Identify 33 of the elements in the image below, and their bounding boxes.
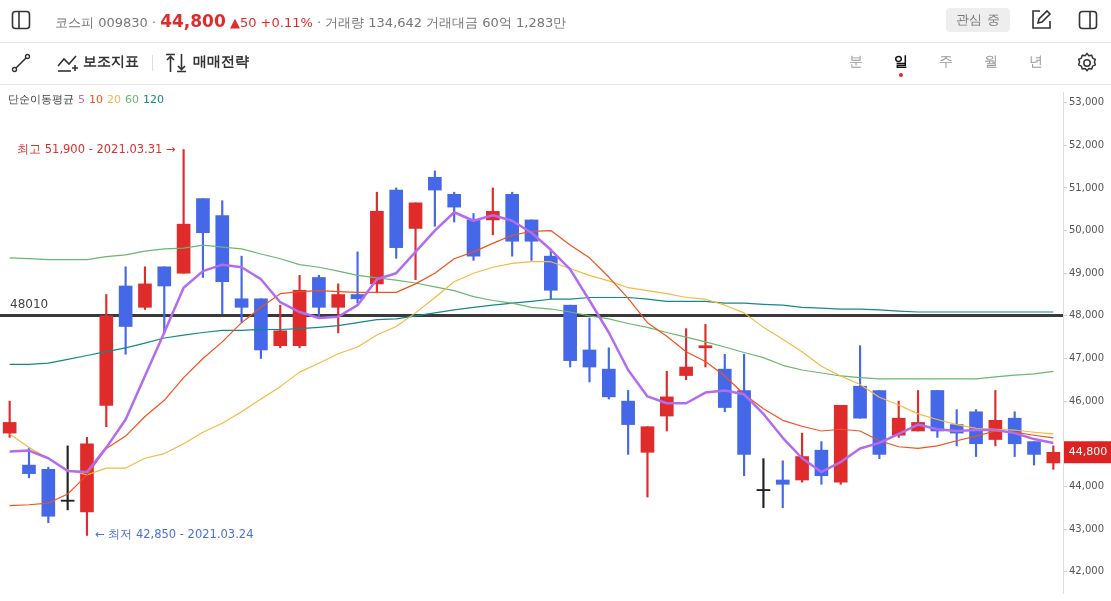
text: 20 xyxy=(107,93,121,106)
text: 년 xyxy=(1029,53,1043,71)
candlestick xyxy=(698,324,713,368)
y-tick-label: 53,000 xyxy=(1069,96,1104,108)
ref-line-label: 48010 xyxy=(10,296,49,311)
annotation: ← 최저 42,850 - 2021.03.24 xyxy=(94,527,254,542)
chart-subtitle: 코스피 009830 · 44,800 ▲50 +0.11% · 거래량 134,642 거래대금 60억 1,283만 xyxy=(55,11,567,32)
text: 일 xyxy=(894,53,908,71)
text: 보조지표 xyxy=(83,53,139,71)
candlestick xyxy=(756,458,771,509)
text: 주 xyxy=(939,53,953,71)
y-tick-label: 43,000 xyxy=(1069,522,1104,534)
y-tick-label: 42,000 xyxy=(1069,565,1104,577)
text: 관심 중 xyxy=(946,8,1010,32)
text: 월 xyxy=(984,53,998,71)
candlestick xyxy=(582,317,597,383)
annotation: 최고 51,900 - 2021.03.31 → xyxy=(17,141,176,156)
y-tick-label: 48,000 xyxy=(1069,309,1104,321)
text: 10 xyxy=(89,93,103,106)
y-tick-label: 51,000 xyxy=(1069,181,1104,193)
text: 44,800 xyxy=(1068,445,1108,459)
text: 5 xyxy=(78,93,85,106)
y-tick-label: 50,000 xyxy=(1069,224,1104,236)
text: 60 xyxy=(125,93,139,106)
text: 120 xyxy=(143,93,164,106)
text: 분 xyxy=(849,53,863,71)
y-tick-label: 46,000 xyxy=(1069,394,1104,406)
text: 매매전략 xyxy=(193,53,249,71)
y-tick-label: 47,000 xyxy=(1069,352,1104,364)
y-tick-label: 49,000 xyxy=(1069,266,1104,278)
y-tick-label: 44,000 xyxy=(1069,480,1104,491)
legend-title: 단순이동평균 xyxy=(8,93,74,106)
y-tick-label: 52,000 xyxy=(1069,138,1104,150)
